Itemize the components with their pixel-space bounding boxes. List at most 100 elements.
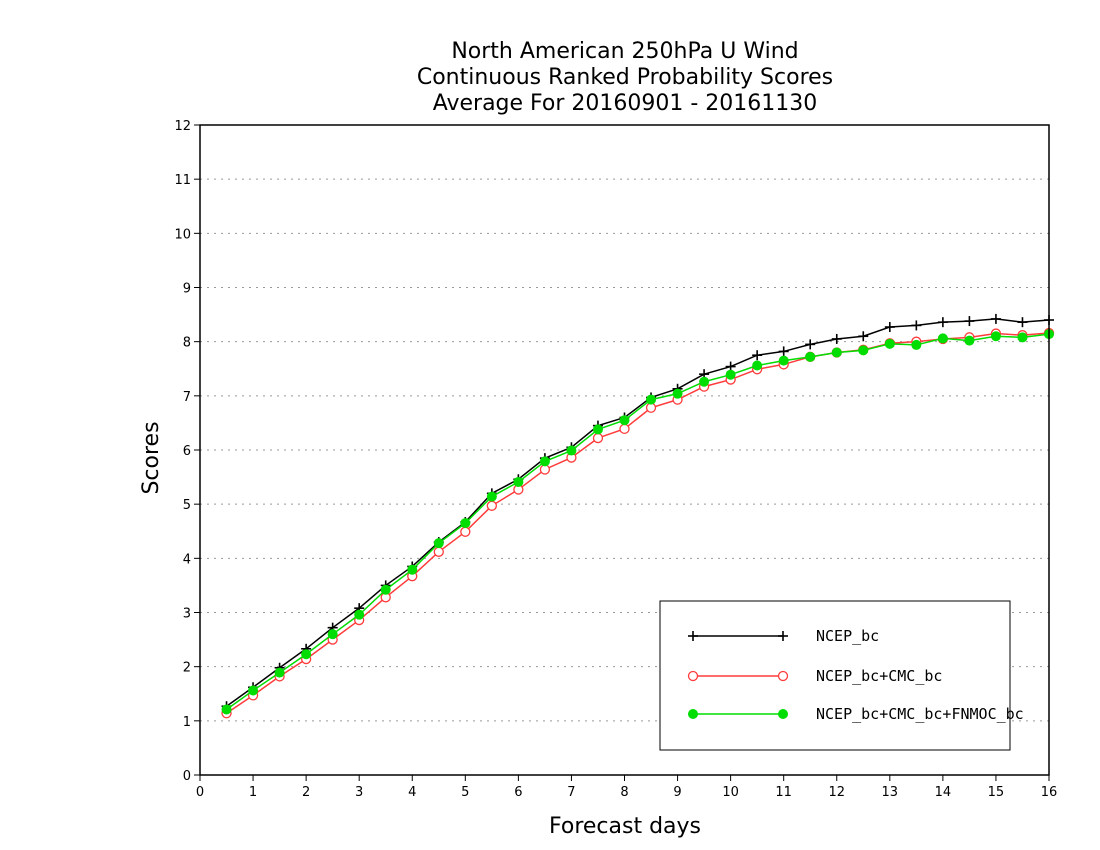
- data-point: [805, 351, 816, 362]
- x-tick-label: 8: [620, 785, 628, 800]
- x-tick-label: 12: [828, 785, 845, 800]
- data-point: [592, 424, 603, 435]
- legend-item: NCEP_bc+CMC_bc: [687, 667, 942, 685]
- data-point: [301, 649, 312, 660]
- data-point: [911, 339, 922, 350]
- chart-title-line-3: Average For 20160901 - 20161130: [433, 91, 818, 116]
- x-tick-label: 15: [988, 785, 1005, 800]
- data-point: [486, 500, 497, 511]
- x-axis-title: Forecast days: [549, 814, 701, 839]
- data-point: [831, 333, 842, 344]
- chart-title: North American 250hPa U Wind Continuous …: [417, 39, 833, 116]
- legend-marker: [688, 631, 698, 641]
- data-point: [1017, 317, 1028, 328]
- y-tick-label: 11: [174, 173, 191, 188]
- data-point: [380, 584, 391, 595]
- legend: NCEP_bc NCEP_bc+CMC_bc NCEP_bc+CMC_bc+FNMO…: [659, 600, 1024, 751]
- y-tick-label: 5: [183, 498, 191, 513]
- data-point: [566, 445, 577, 456]
- y-tick-label: 0: [183, 769, 191, 784]
- y-axis-title: Scores: [139, 421, 164, 494]
- series-layer: [221, 313, 1055, 719]
- data-point: [725, 369, 736, 380]
- legend-label: NCEP_bc+CMC_bc: [816, 667, 942, 685]
- data-point: [433, 538, 444, 549]
- legend-item: NCEP_bc+CMC_bc+FNMOC_bc: [688, 705, 1024, 723]
- y-tick-label: 12: [174, 119, 191, 134]
- data-point: [937, 317, 948, 328]
- data-point: [778, 355, 789, 366]
- x-tick-label: 16: [1041, 785, 1058, 800]
- x-tick-label: 2: [302, 785, 310, 800]
- data-point: [486, 491, 497, 502]
- data-point: [778, 346, 789, 357]
- x-tick-label: 11: [775, 785, 792, 800]
- data-point: [672, 388, 683, 399]
- y-tick-label: 6: [183, 444, 191, 459]
- y-tick-label: 1: [183, 715, 191, 730]
- data-point: [858, 331, 869, 342]
- data-point: [805, 339, 816, 350]
- data-point: [539, 456, 550, 467]
- data-point: [619, 415, 630, 426]
- x-tick-label: 13: [882, 785, 899, 800]
- x-axis-ticks: 0 1 2 3 4 5 6 7 8 9 10 11 12 13 14 15 16: [196, 775, 1057, 800]
- data-point: [1017, 332, 1028, 343]
- data-point: [964, 335, 975, 346]
- legend-label: NCEP_bc: [816, 627, 879, 645]
- legend-item: NCEP_bc: [688, 627, 879, 645]
- legend-marker: [778, 631, 788, 641]
- x-tick-label: 10: [722, 785, 739, 800]
- chart-title-line-1: North American 250hPa U Wind: [451, 39, 798, 64]
- legend-marker: [777, 670, 789, 682]
- data-point: [248, 685, 259, 696]
- data-point: [592, 432, 604, 444]
- x-tick-label: 14: [935, 785, 952, 800]
- data-point: [699, 376, 710, 387]
- data-point: [884, 322, 895, 333]
- data-point: [460, 518, 471, 529]
- x-tick-label: 5: [461, 785, 469, 800]
- x-tick-label: 6: [514, 785, 522, 800]
- y-tick-label: 8: [183, 336, 191, 351]
- data-point: [221, 704, 232, 715]
- data-point: [433, 546, 444, 557]
- data-point: [858, 345, 869, 356]
- x-tick-label: 3: [355, 785, 363, 800]
- data-point: [646, 394, 657, 405]
- legend-marker: [687, 670, 699, 682]
- data-point: [274, 667, 285, 678]
- data-point: [460, 526, 471, 537]
- data-point: [990, 313, 1001, 324]
- y-tick-label: 2: [183, 661, 191, 676]
- legend-label: NCEP_bc+CMC_bc+FNMOC_bc: [816, 705, 1024, 723]
- data-point: [964, 316, 975, 327]
- legend-marker: [688, 709, 698, 719]
- data-point: [327, 629, 338, 640]
- data-point: [990, 331, 1001, 342]
- data-point: [831, 347, 842, 358]
- x-tick-label: 9: [673, 785, 681, 800]
- y-tick-label: 4: [183, 552, 191, 567]
- x-tick-label: 0: [196, 785, 204, 800]
- x-tick-label: 4: [408, 785, 416, 800]
- chart-title-line-2: Continuous Ranked Probability Scores: [417, 65, 833, 90]
- data-point: [513, 476, 524, 487]
- data-point: [937, 333, 948, 344]
- legend-marker: [778, 709, 788, 719]
- data-point: [354, 609, 365, 620]
- data-point: [407, 564, 418, 575]
- y-tick-label: 7: [183, 390, 191, 405]
- x-tick-label: 7: [567, 785, 575, 800]
- data-point: [619, 423, 630, 435]
- x-tick-label: 1: [249, 785, 257, 800]
- data-point: [752, 350, 763, 361]
- y-tick-label: 10: [174, 227, 191, 242]
- series-2: [221, 329, 1054, 715]
- data-point: [752, 360, 763, 371]
- data-point: [911, 320, 922, 331]
- data-point: [884, 338, 895, 349]
- y-tick-label: 3: [183, 607, 191, 622]
